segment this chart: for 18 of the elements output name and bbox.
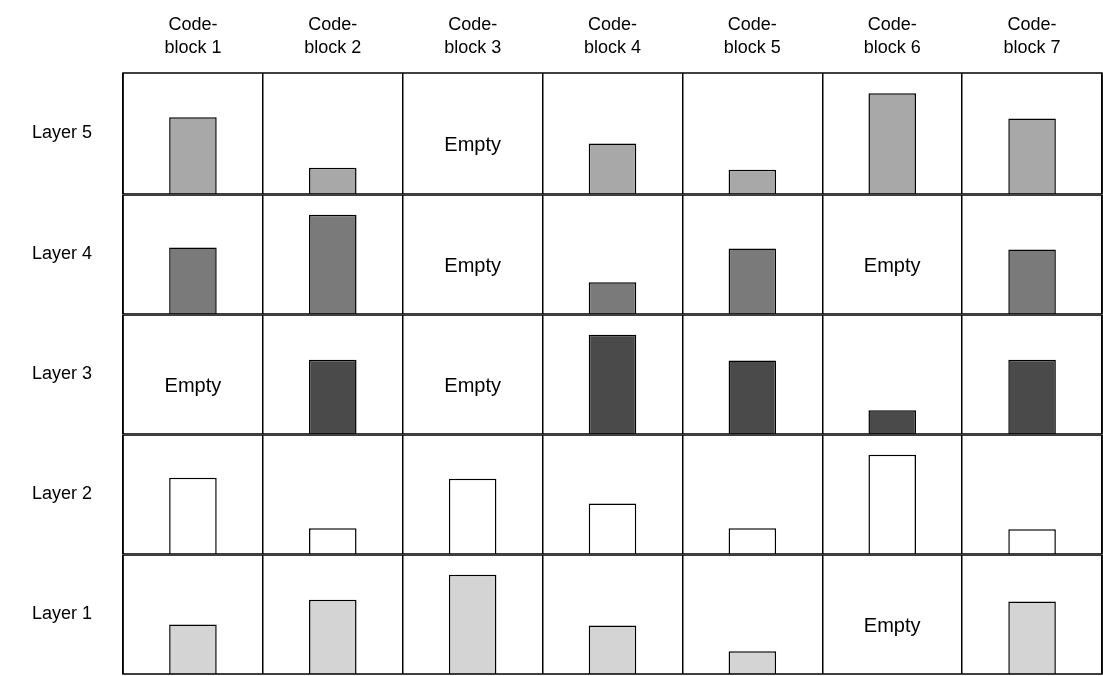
x-tick-label: Code-block 5: [723, 14, 781, 57]
annotation: Empty: [444, 253, 501, 276]
annotation: Empty: [444, 133, 501, 156]
y-axis-title: Layer 3: [31, 363, 93, 384]
y-axis-title: Layer 5: [31, 122, 93, 143]
annotation: Empty: [863, 253, 921, 276]
x-tick-label: Code-block 4: [583, 14, 642, 57]
annotation: Empty: [444, 373, 501, 396]
x-tick-label: Code-block 3: [444, 14, 502, 57]
x-tick-label: Code-block 6: [863, 14, 921, 57]
x-tick-label: Code-block 7: [1003, 14, 1061, 57]
x-tick-label: Code-block 1: [164, 14, 222, 57]
annotation: Empty: [164, 373, 222, 396]
annotation: Empty: [863, 613, 921, 636]
y-axis-title: Layer 2: [31, 483, 93, 504]
x-tick-label: Code-block 2: [304, 14, 362, 57]
y-axis-title: Layer 1: [31, 603, 93, 624]
y-axis-title: Layer 4: [31, 243, 93, 264]
